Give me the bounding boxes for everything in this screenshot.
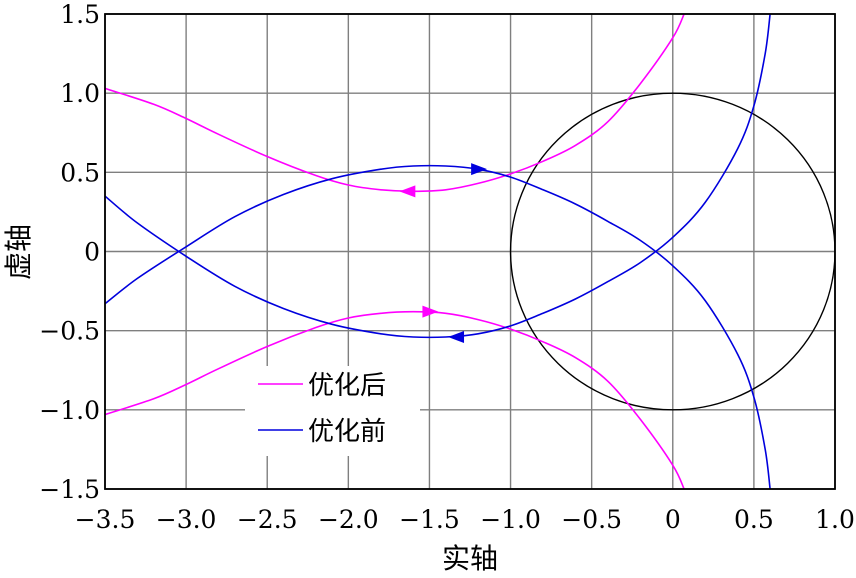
y-tick-label: −1.5 xyxy=(39,475,100,504)
series-0-branch-0 xyxy=(105,14,685,193)
x-tick-label: −3.0 xyxy=(156,505,217,534)
legend: 优化后 优化前 xyxy=(245,366,420,456)
legend-background xyxy=(245,366,420,456)
y-axis-title: 虚轴 xyxy=(2,224,35,280)
x-tick-label: −1.5 xyxy=(399,505,460,534)
x-tick-label: −2.0 xyxy=(318,505,379,534)
x-tick-label: −0.5 xyxy=(561,505,622,534)
x-tick-label: −1.0 xyxy=(480,505,541,534)
legend-label-before: 优化前 xyxy=(308,417,386,447)
plot-area xyxy=(105,14,835,489)
series-0-arrow-1 xyxy=(422,305,439,318)
y-tick-label: 0.5 xyxy=(60,158,100,187)
y-tick-label: 0 xyxy=(84,238,100,267)
legend-label-after: 优化后 xyxy=(308,371,386,401)
x-tick-label: 1.0 xyxy=(815,505,855,534)
x-tick-label: −3.5 xyxy=(75,505,136,534)
plot-frame xyxy=(104,13,836,490)
y-tick-labels: −1.5 −1.0 −0.5 0 0.5 1.0 1.5 xyxy=(39,0,100,504)
y-tick-label: −1.0 xyxy=(39,396,100,425)
series-1-arrow-1 xyxy=(448,331,465,343)
x-tick-labels: −3.5 −3.0 −2.5 −2.0 −1.5 −1.0 −0.5 0 0.5 1.0 xyxy=(75,505,855,534)
y-tick-label: 1.5 xyxy=(60,0,100,29)
y-tick-label: −0.5 xyxy=(39,317,100,346)
series-1-branch-1 xyxy=(105,14,771,339)
series-1-branch-0 xyxy=(105,164,771,489)
unit-circle xyxy=(509,92,835,411)
series-0-arrow-0 xyxy=(399,185,416,198)
x-axis-title: 实轴 xyxy=(442,542,498,575)
x-tick-label: 0.5 xyxy=(734,505,774,534)
y-tick-label: 1.0 xyxy=(60,79,100,108)
x-tick-label: −2.5 xyxy=(237,505,298,534)
series-1-arrow-0 xyxy=(471,163,488,176)
grid-lines xyxy=(104,13,836,490)
x-tick-label: 0 xyxy=(665,505,681,534)
